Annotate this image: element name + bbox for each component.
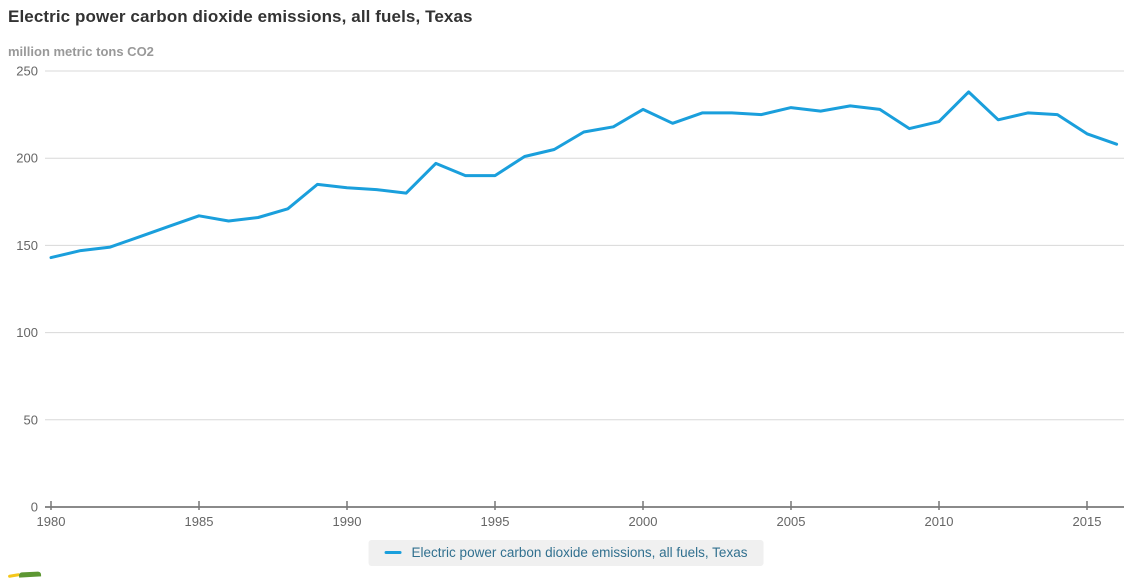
data-series-line	[49, 90, 1119, 260]
x-tick-label: 2000	[629, 514, 658, 529]
y-tick-label: 200	[16, 151, 38, 166]
legend-line-icon	[384, 551, 402, 554]
chart-title: Electric power carbon dioxide emissions,…	[8, 7, 473, 26]
x-tick-label: 2010	[925, 514, 954, 529]
y-tick-label: 150	[16, 238, 38, 253]
y-tick-label: 100	[16, 325, 38, 340]
line-chart-plot-area: 0 50 100 150 200 250 1980 1985 1990 1995 2000 2005 2…	[16, 64, 1124, 529]
y-tick-label: 0	[31, 500, 38, 515]
x-tick-label: 2005	[777, 514, 806, 529]
chart-y-axis-title: million metric tons CO2	[8, 44, 154, 59]
x-tick-label: 1990	[333, 514, 362, 529]
x-tick-label: 1995	[481, 514, 510, 529]
x-tick-label: 1985	[185, 514, 214, 529]
y-tick-label: 250	[16, 64, 38, 79]
legend-label: Electric power carbon dioxide emissions,…	[411, 545, 748, 560]
y-tick-label: 50	[24, 412, 38, 427]
x-tick-label: 1980	[37, 514, 66, 529]
eia-logo-green-swoosh-icon	[18, 571, 42, 578]
x-tick-label: 2015	[1073, 514, 1102, 529]
eia-logo-partial	[6, 571, 50, 578]
legend-item[interactable]: Electric power carbon dioxide emissions,…	[368, 540, 764, 566]
